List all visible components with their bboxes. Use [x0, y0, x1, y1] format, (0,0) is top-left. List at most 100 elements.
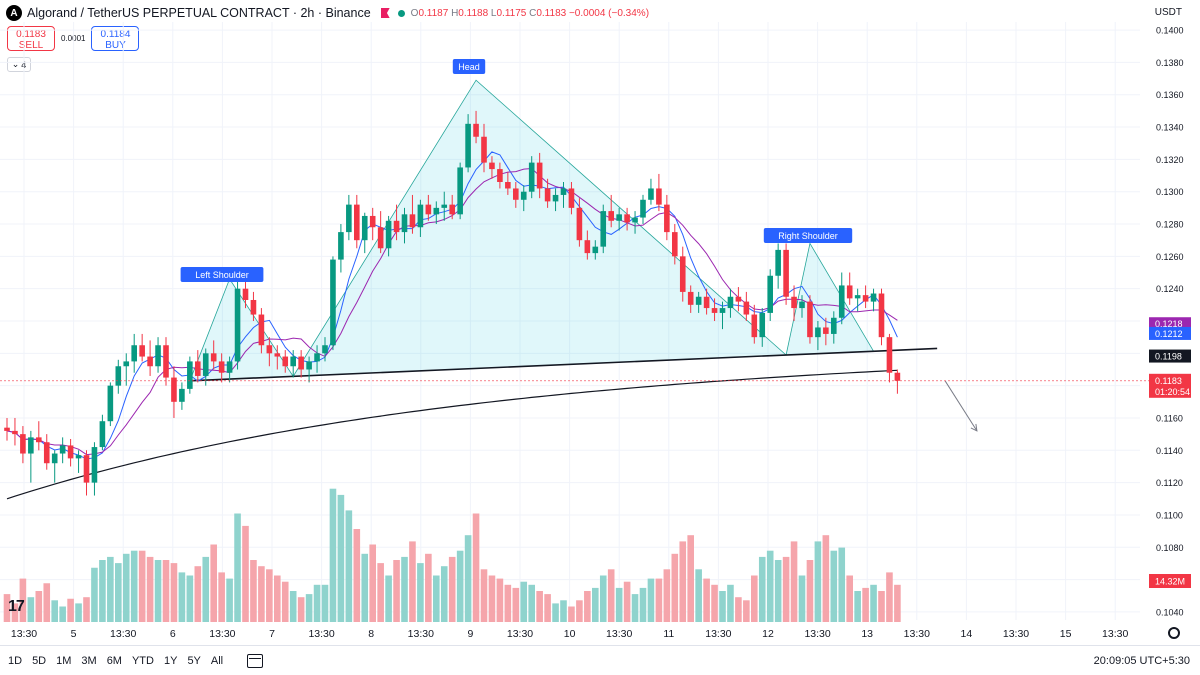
- volume-bar: [162, 560, 170, 622]
- volume-bar: [822, 535, 830, 622]
- currency-label[interactable]: USDT: [1154, 7, 1182, 18]
- candle-body: [807, 301, 813, 338]
- candle-body: [632, 217, 638, 223]
- candle-body: [751, 314, 758, 338]
- tradingview-logo[interactable]: 17: [8, 598, 25, 615]
- volume-bar: [99, 560, 106, 622]
- flag-icon[interactable]: [380, 8, 390, 18]
- candle-body: [600, 211, 607, 247]
- volume-bar: [727, 584, 734, 622]
- candle-body: [258, 314, 265, 346]
- volume-bar: [115, 563, 122, 622]
- range-all[interactable]: All: [210, 654, 224, 667]
- volume-bar: [814, 541, 822, 622]
- candle-body: [799, 301, 805, 309]
- candle-body: [513, 188, 519, 200]
- volume-bar: [43, 583, 51, 622]
- price-tag: 0.1212: [1155, 329, 1183, 339]
- candle-body: [369, 215, 376, 228]
- candle-body: [679, 256, 686, 292]
- volume-bar: [870, 584, 877, 622]
- volume-bar: [226, 578, 233, 622]
- y-tick-label: 0.1240: [1156, 284, 1184, 294]
- volume-bar: [782, 556, 790, 622]
- volume-bar: [743, 600, 750, 622]
- volume-bar: [305, 594, 313, 622]
- candle-body: [767, 275, 773, 313]
- volume-bar: [194, 566, 202, 622]
- candle-body: [536, 162, 543, 189]
- volume-bar: [663, 569, 671, 622]
- volume-bar: [544, 594, 551, 622]
- volume-bar: [11, 603, 19, 622]
- y-tick-label: 0.1380: [1156, 58, 1184, 68]
- candle-body: [195, 361, 201, 376]
- x-tick-label: 8: [368, 628, 374, 640]
- candle-body: [687, 291, 694, 305]
- price-chart[interactable]: 0.1400 0.1380 0.1360 0.1340 0.1320 0.1300 0.12…: [0, 0, 1200, 645]
- candle-body: [417, 204, 424, 228]
- volume-bar: [584, 591, 591, 622]
- volume-tag: 14.32M: [1155, 577, 1185, 587]
- candle-body: [838, 285, 845, 318]
- gear-icon[interactable]: [1168, 627, 1180, 639]
- calendar-icon[interactable]: [247, 653, 264, 668]
- buy-price: 0.1184: [100, 29, 131, 40]
- candle-body: [846, 285, 853, 299]
- candle-body: [624, 214, 630, 223]
- volume-bar: [3, 594, 11, 622]
- x-tick-label: 13:30: [110, 628, 136, 640]
- volume-bar: [806, 560, 814, 622]
- volume-bar: [59, 606, 66, 622]
- clock-readout[interactable]: 20:09:05 UTC+5:30: [1093, 655, 1190, 667]
- x-tick-label: 13:30: [606, 628, 632, 640]
- range-5y[interactable]: 5Y: [187, 654, 201, 667]
- candle-body: [664, 204, 670, 233]
- buy-label: BUY: [105, 40, 126, 51]
- candle-body: [560, 188, 567, 195]
- volume-bar: [377, 563, 384, 622]
- x-tick-label: 13:30: [804, 628, 830, 640]
- candle-body: [306, 361, 312, 370]
- candle-body: [354, 204, 360, 241]
- range-5d[interactable]: 5D: [32, 654, 47, 667]
- candle-body: [719, 308, 726, 313]
- range-1y[interactable]: 1Y: [163, 654, 178, 667]
- range-ytd[interactable]: YTD: [131, 654, 154, 667]
- volume-bar: [122, 553, 130, 622]
- y-tick-label: 0.1160: [1156, 413, 1183, 423]
- volume-bar: [433, 575, 440, 622]
- x-tick-label: 7: [269, 628, 275, 640]
- x-tick-label: 12: [762, 628, 774, 640]
- candle-body: [226, 361, 233, 373]
- candle-body: [703, 296, 710, 309]
- candle-body: [759, 312, 766, 338]
- candle-body: [528, 162, 535, 192]
- range-6m[interactable]: 6M: [106, 654, 122, 667]
- volume-bar: [528, 584, 535, 622]
- price-tag: 0.1198: [1155, 352, 1182, 362]
- volume-bar: [854, 591, 861, 622]
- x-tick-label: 10: [564, 628, 576, 640]
- candle-body: [640, 199, 646, 218]
- pattern-labels: Left Shoulder Head Right Shoulder: [180, 59, 853, 282]
- range-1d[interactable]: 1D: [8, 654, 23, 667]
- symbol-title[interactable]: Algorand / TetherUS PERPETUAL CONTRACT ·…: [27, 6, 371, 20]
- candle-body: [51, 453, 58, 464]
- volume-bar: [719, 591, 726, 622]
- range-1m[interactable]: 1M: [56, 654, 72, 667]
- volume-bar: [846, 575, 853, 622]
- volume-bar: [91, 567, 98, 622]
- candle-body: [123, 361, 130, 367]
- price-tag-box: [1149, 349, 1191, 363]
- candle-body: [544, 188, 551, 202]
- volume-bar: [250, 560, 257, 622]
- candle-body: [552, 194, 559, 202]
- volume-bar: [369, 544, 376, 622]
- candle-body: [210, 353, 217, 362]
- range-3m[interactable]: 3M: [81, 654, 97, 667]
- candle-body: [823, 327, 829, 334]
- ma-200-line: [6, 369, 898, 500]
- candle-body: [43, 442, 50, 464]
